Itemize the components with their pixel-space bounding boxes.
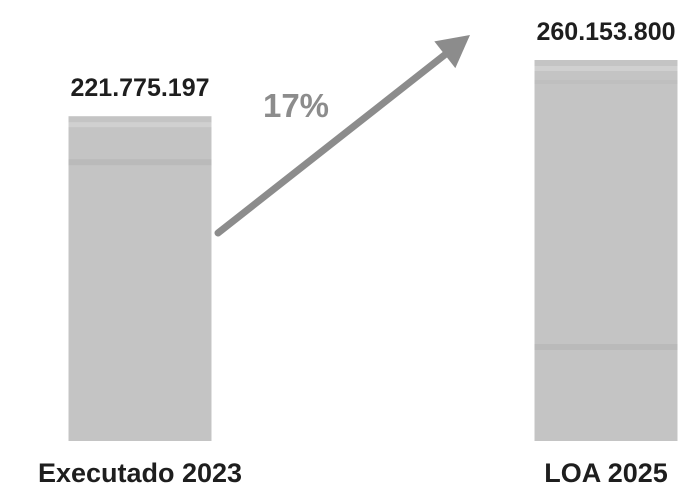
value-label-2: 260.153.800 bbox=[536, 18, 675, 46]
bar-2-band-top bbox=[534, 66, 678, 71]
value-label-1: 221.775.197 bbox=[70, 74, 209, 102]
bar-1-band-top bbox=[68, 122, 212, 128]
growth-arrow-shaft bbox=[214, 51, 449, 237]
growth-arrow-head bbox=[434, 35, 470, 69]
category-label-2: LOA 2025 bbox=[544, 458, 668, 488]
bar-2 bbox=[534, 60, 678, 441]
bar-2-band-mid bbox=[534, 80, 678, 84]
bar-2-band-low bbox=[534, 344, 678, 350]
growth-percentage-label: 17% bbox=[263, 87, 329, 124]
bar-1 bbox=[68, 116, 212, 441]
bar-1-band-low bbox=[68, 159, 212, 166]
category-label-1: Executado 2023 bbox=[38, 458, 242, 488]
